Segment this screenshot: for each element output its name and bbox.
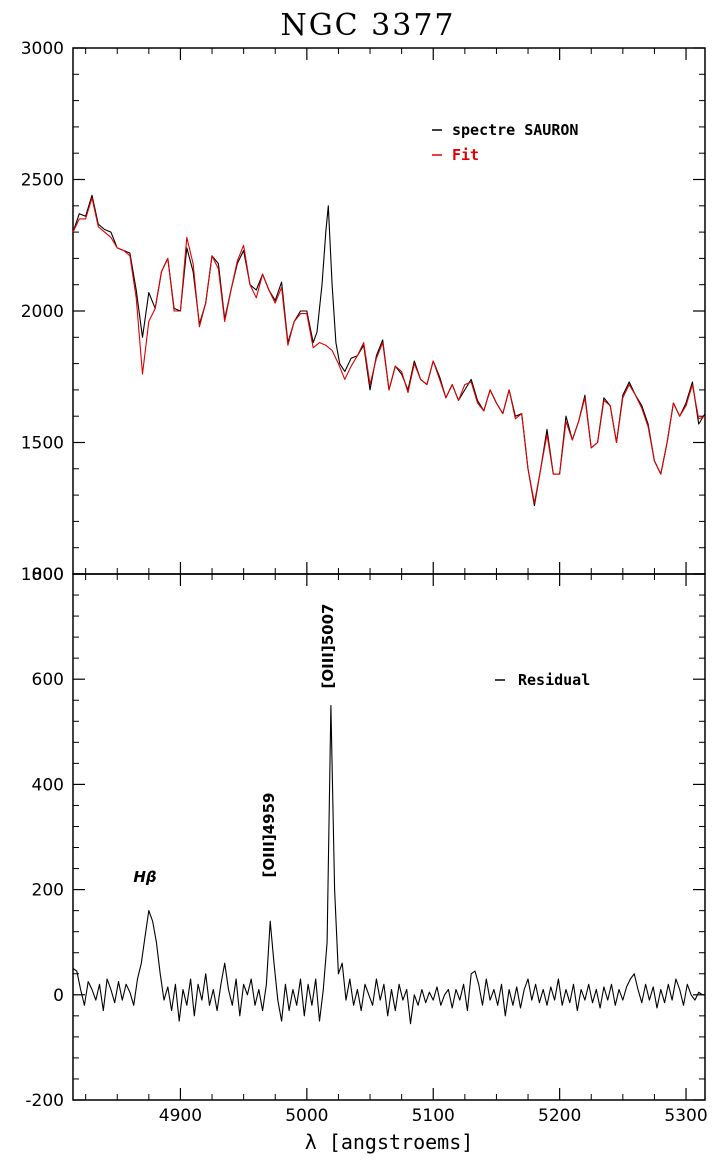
- legend-top: spectre SAURON Fit: [432, 121, 578, 164]
- bottom-plot-frame: [72, 573, 706, 1101]
- spectrum-panel: 1000 1500 2000 2500 3000 spectre SAURON Fit: [21, 39, 706, 585]
- bottom-ytick-label: 400: [32, 775, 64, 795]
- top-series-line-1: [72, 197, 706, 504]
- xtick-label: 4900: [159, 1106, 202, 1126]
- top-series-line-0: [72, 194, 706, 507]
- x-tick-labels: 4900 5000 5100 5200 5300: [159, 1106, 708, 1126]
- annotation-hbeta: Hβ: [133, 868, 156, 886]
- bottom-ytick-label: 200: [32, 881, 64, 901]
- bottom-ytick-label: 0: [53, 986, 64, 1006]
- top-ytick-label: 3000: [21, 39, 64, 59]
- top-ytick-label: 1000: [21, 565, 64, 585]
- legend-bottom: Residual: [495, 671, 590, 689]
- xtick-label: 5200: [538, 1106, 581, 1126]
- bottom-axis-ticks: [73, 573, 705, 1101]
- bottom-ytick-label: 600: [32, 670, 64, 690]
- chart-title: NGC 3377: [280, 8, 455, 43]
- annotation-oiii-4959: [OIII]4959: [260, 793, 278, 878]
- annotation-oiii-5007: [OIII]5007: [319, 604, 337, 689]
- top-series-group: [72, 194, 706, 507]
- top-axis-ticks: [73, 47, 705, 575]
- xtick-label: 5300: [664, 1106, 707, 1126]
- xtick-label: 5000: [285, 1106, 328, 1126]
- bottom-series-line-0: [72, 704, 705, 1025]
- bottom-ytick-label: -200: [25, 1091, 64, 1111]
- top-ytick-label: 1500: [21, 434, 64, 454]
- bottom-y-tick-labels: -200 0 200 400 600 800: [25, 565, 64, 1111]
- xtick-label: 5100: [412, 1106, 455, 1126]
- top-ytick-label: 2500: [21, 171, 64, 191]
- residual-panel: -200 0 200 400 600 800 4900 5000 5100 5200 5300 R…: [25, 565, 707, 1154]
- legend-label-sauron: spectre SAURON: [452, 121, 578, 139]
- bottom-series-group: [72, 704, 705, 1025]
- legend-label-residual: Residual: [518, 671, 590, 689]
- top-y-tick-labels: 1000 1500 2000 2500 3000: [21, 39, 64, 585]
- x-axis-label: λ [angstroems]: [305, 1130, 474, 1154]
- top-ytick-label: 2000: [21, 302, 64, 322]
- legend-label-fit: Fit: [452, 146, 479, 164]
- top-plot-frame: [72, 47, 706, 575]
- bottom-ytick-label: 800: [32, 565, 64, 585]
